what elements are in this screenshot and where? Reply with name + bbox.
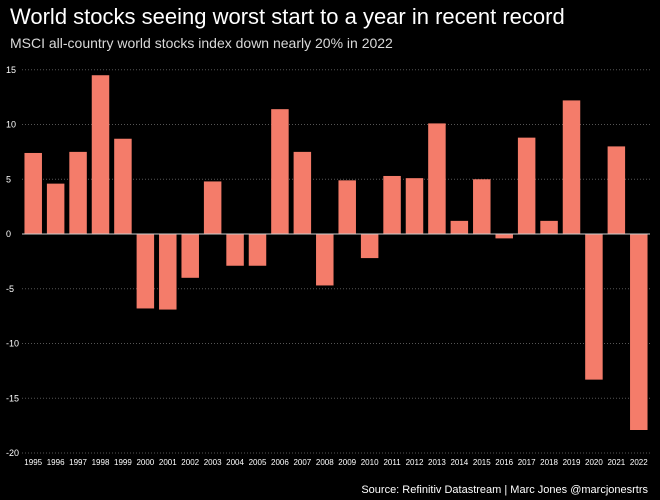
x-tick-label: 2000 bbox=[136, 458, 154, 467]
x-tick-label: 2022 bbox=[630, 458, 648, 467]
x-tick-label: 2001 bbox=[159, 458, 177, 467]
x-tick-label: 1998 bbox=[92, 458, 110, 467]
bar-2006 bbox=[271, 109, 289, 234]
x-tick-label: 2010 bbox=[361, 458, 379, 467]
x-tick-label: 2003 bbox=[204, 458, 222, 467]
bar-1999 bbox=[114, 138, 132, 234]
bar-2000 bbox=[136, 234, 155, 309]
bar-1995 bbox=[24, 152, 42, 234]
y-tick-label: 10 bbox=[6, 120, 16, 130]
x-tick-label: 1997 bbox=[69, 458, 87, 467]
x-tick-label: 2008 bbox=[316, 458, 334, 467]
x-tick-label: 2016 bbox=[495, 458, 513, 467]
chart-title: World stocks seeing worst start to a yea… bbox=[10, 4, 565, 29]
x-tick-label: 1999 bbox=[114, 458, 132, 467]
bar-2008 bbox=[316, 234, 334, 286]
bar-2009 bbox=[338, 180, 356, 234]
bar-2011 bbox=[383, 175, 401, 234]
bar-2001 bbox=[159, 234, 177, 310]
y-tick-label: -20 bbox=[6, 448, 19, 458]
x-tick-label: 2006 bbox=[271, 458, 289, 467]
y-tick-label: -15 bbox=[6, 393, 19, 403]
bar-2014 bbox=[450, 220, 469, 234]
x-tick-label: 2011 bbox=[383, 458, 401, 467]
bar-2018 bbox=[540, 220, 558, 234]
bar-2016 bbox=[495, 234, 513, 239]
x-tick-label: 2015 bbox=[473, 458, 491, 467]
x-tick-label: 1995 bbox=[24, 458, 42, 467]
bar-2020 bbox=[585, 234, 603, 380]
x-tick-label: 2005 bbox=[249, 458, 267, 467]
x-tick-label: 2007 bbox=[293, 458, 311, 467]
bar-1998 bbox=[91, 75, 110, 234]
bar-2004 bbox=[226, 234, 244, 266]
bar-2015 bbox=[473, 179, 491, 234]
bar-2012 bbox=[405, 178, 424, 234]
x-tick-label: 2017 bbox=[518, 458, 536, 467]
x-tick-label: 2009 bbox=[338, 458, 356, 467]
bar-2022 bbox=[630, 234, 648, 430]
bar-1996 bbox=[46, 183, 65, 234]
x-tick-label: 2018 bbox=[540, 458, 558, 467]
bar-2005 bbox=[248, 234, 267, 266]
bars bbox=[24, 75, 648, 430]
bar-2013 bbox=[428, 123, 446, 234]
x-tick-label: 2013 bbox=[428, 458, 446, 467]
x-tick-label: 1996 bbox=[47, 458, 65, 467]
y-tick-label: 0 bbox=[6, 229, 11, 239]
x-axis-ticks: 1995 1996 1997 1998 1999 2000 2001 2002 2003 2004… bbox=[24, 458, 648, 467]
y-tick-label: -5 bbox=[6, 284, 14, 294]
bar-2003 bbox=[203, 181, 222, 234]
bar-2007 bbox=[293, 151, 312, 235]
x-tick-label: 2021 bbox=[607, 458, 625, 467]
x-tick-label: 2020 bbox=[585, 458, 603, 467]
y-tick-label: -10 bbox=[6, 339, 19, 349]
y-tick-label: 15 bbox=[6, 65, 16, 75]
y-axis-ticks: 15 10 5 0 -5 -10 -15 -20 bbox=[6, 65, 19, 458]
grid-lines bbox=[22, 69, 650, 454]
source-note: Source: Refinitiv Datastream | Marc Jone… bbox=[361, 484, 648, 496]
bar-2019 bbox=[562, 100, 581, 234]
x-tick-label: 2014 bbox=[450, 458, 468, 467]
chart-subtitle: MSCI all-country world stocks index down… bbox=[10, 35, 393, 51]
bar-2002 bbox=[181, 234, 199, 278]
x-tick-label: 2004 bbox=[226, 458, 244, 467]
y-tick-label: 5 bbox=[6, 174, 11, 184]
bar-2021 bbox=[607, 146, 626, 234]
bar-2010 bbox=[360, 234, 379, 259]
bar-2017 bbox=[517, 137, 536, 234]
x-tick-label: 2019 bbox=[563, 458, 581, 467]
x-tick-label: 2002 bbox=[181, 458, 199, 467]
bar-1997 bbox=[69, 151, 87, 235]
x-tick-label: 2012 bbox=[406, 458, 424, 467]
